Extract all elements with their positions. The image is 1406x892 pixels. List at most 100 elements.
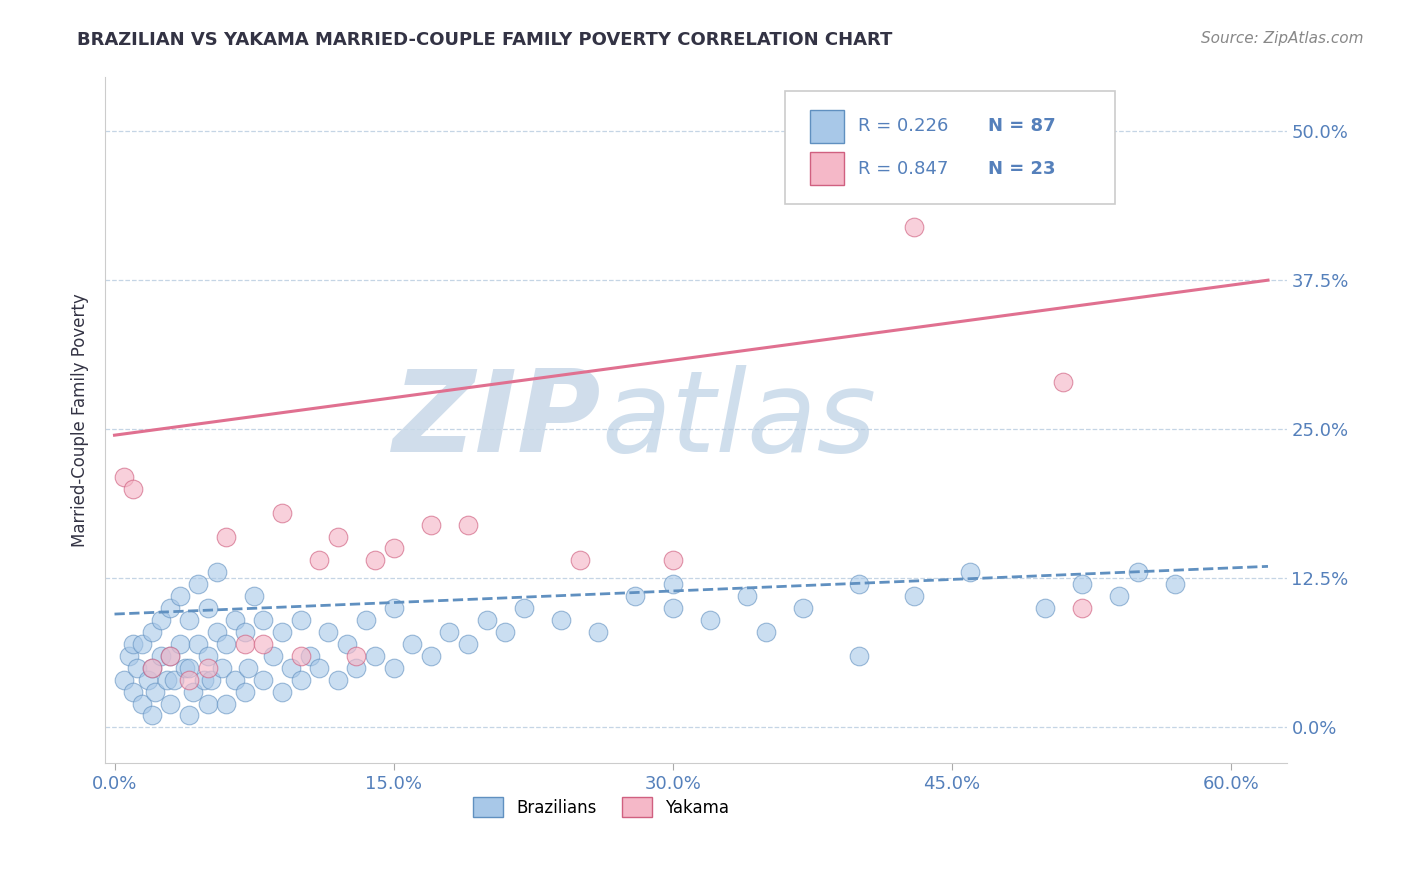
Point [1126, 566, 1149, 580]
Point [513, 601, 536, 615]
Point [262, 648, 284, 663]
Point [215, 530, 238, 544]
Point [118, 648, 141, 663]
Text: atlas: atlas [602, 365, 876, 475]
Point [457, 517, 479, 532]
Point [197, 697, 219, 711]
Point [141, 624, 163, 639]
Point [238, 661, 260, 675]
Point [205, 624, 228, 639]
Point [903, 219, 925, 234]
Text: ZIP: ZIP [392, 365, 602, 475]
Text: N = 23: N = 23 [987, 160, 1054, 178]
Point [112, 673, 135, 687]
Point [457, 637, 479, 651]
Point [177, 613, 200, 627]
Point [382, 601, 405, 615]
Point [271, 684, 294, 698]
Text: R = 0.226: R = 0.226 [858, 117, 948, 135]
Point [848, 648, 870, 663]
Point [131, 697, 153, 711]
Point [215, 697, 238, 711]
FancyBboxPatch shape [810, 153, 844, 186]
Point [1108, 589, 1130, 603]
Point [568, 553, 591, 567]
Point [169, 589, 191, 603]
Point [1052, 375, 1074, 389]
Point [150, 648, 173, 663]
Point [344, 661, 367, 675]
Point [419, 517, 441, 532]
Point [755, 624, 778, 639]
Point [211, 661, 233, 675]
Point [177, 708, 200, 723]
Point [224, 673, 246, 687]
Point [298, 648, 321, 663]
Text: R = 0.847: R = 0.847 [858, 160, 948, 178]
Point [200, 673, 222, 687]
Point [550, 613, 572, 627]
Point [382, 541, 405, 556]
Point [1033, 601, 1056, 615]
Point [159, 697, 181, 711]
Point [280, 661, 302, 675]
Point [1164, 577, 1187, 591]
Point [197, 661, 219, 675]
Point [419, 648, 441, 663]
Point [326, 673, 349, 687]
Point [308, 661, 330, 675]
Point [174, 661, 197, 675]
Point [145, 684, 167, 698]
Point [1071, 577, 1094, 591]
Point [243, 589, 266, 603]
Point [177, 673, 200, 687]
Point [364, 648, 387, 663]
Point [401, 637, 423, 651]
Text: Source: ZipAtlas.com: Source: ZipAtlas.com [1201, 31, 1364, 46]
Text: BRAZILIAN VS YAKAMA MARRIED-COUPLE FAMILY POVERTY CORRELATION CHART: BRAZILIAN VS YAKAMA MARRIED-COUPLE FAMIL… [77, 31, 893, 49]
Point [112, 470, 135, 484]
Point [1071, 601, 1094, 615]
Point [494, 624, 516, 639]
Point [136, 673, 159, 687]
Point [215, 637, 238, 651]
FancyBboxPatch shape [810, 110, 844, 143]
Point [382, 661, 405, 675]
Point [169, 637, 191, 651]
Point [586, 624, 609, 639]
Point [959, 566, 981, 580]
Y-axis label: Married-Couple Family Poverty: Married-Couple Family Poverty [72, 293, 89, 547]
Point [141, 661, 163, 675]
Point [205, 566, 228, 580]
Point [155, 673, 177, 687]
Point [141, 708, 163, 723]
Point [159, 601, 181, 615]
Point [344, 648, 367, 663]
Point [848, 577, 870, 591]
Point [122, 482, 145, 496]
Point [271, 506, 294, 520]
Point [439, 624, 461, 639]
Text: N = 87: N = 87 [987, 117, 1056, 135]
Point [122, 637, 145, 651]
Point [364, 553, 387, 567]
Point [290, 613, 312, 627]
Point [150, 613, 173, 627]
Point [197, 648, 219, 663]
Point [354, 613, 377, 627]
Point [233, 624, 256, 639]
Point [271, 624, 294, 639]
Point [661, 577, 683, 591]
Point [159, 648, 181, 663]
Point [326, 530, 349, 544]
Point [181, 684, 204, 698]
Point [903, 589, 925, 603]
FancyBboxPatch shape [785, 91, 1115, 204]
Point [699, 613, 721, 627]
Point [308, 553, 330, 567]
Point [252, 637, 274, 651]
Point [163, 673, 186, 687]
Point [318, 624, 340, 639]
Point [624, 589, 647, 603]
Point [792, 601, 814, 615]
